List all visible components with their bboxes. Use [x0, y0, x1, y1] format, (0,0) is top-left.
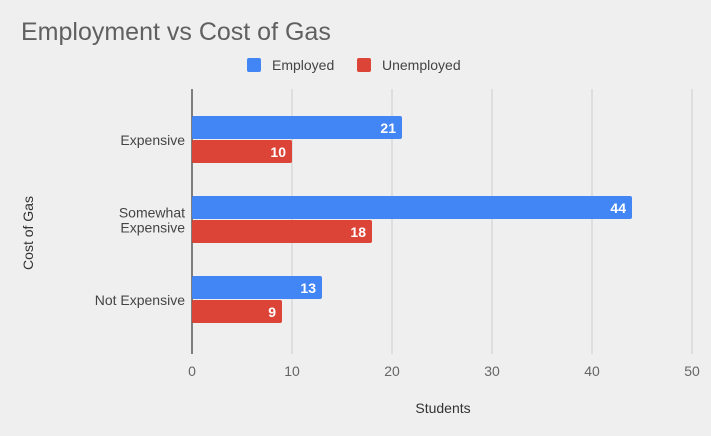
y-axis-title: Cost of Gas — [20, 196, 36, 270]
legend-label: Unemployed — [382, 57, 461, 73]
bar-employed — [192, 196, 632, 219]
legend-label: Employed — [272, 57, 334, 73]
category-label: Not Expensive — [95, 292, 185, 308]
bar-data-label: 21 — [380, 120, 396, 136]
x-tick-label: 0 — [188, 363, 196, 379]
chart-title: Employment vs Cost of Gas — [21, 18, 331, 46]
bar-unemployed — [192, 220, 372, 243]
legend-swatch — [247, 58, 261, 72]
bar-data-label: 13 — [300, 280, 316, 296]
legend-swatch — [357, 58, 371, 72]
tick-labels: 0 10 20 30 40 50 — [188, 363, 700, 379]
bars: 21 44 13 10 18 9 — [192, 116, 632, 323]
legend-item-employed[interactable]: Employed — [247, 57, 334, 73]
legend-item-unemployed[interactable]: Unemployed — [357, 57, 461, 73]
bar-data-label: 44 — [610, 200, 626, 216]
bar-unemployed — [192, 300, 282, 323]
x-axis-title: Students — [415, 400, 470, 416]
category-label: Expensive — [120, 132, 185, 148]
bar-data-label: 18 — [350, 224, 366, 240]
bar-data-label: 9 — [268, 304, 276, 320]
x-tick-label: 10 — [284, 363, 300, 379]
bar-employed — [192, 276, 322, 299]
bar-employed — [192, 116, 402, 139]
legend: Employed Unemployed — [247, 57, 461, 73]
x-tick-label: 20 — [384, 363, 400, 379]
bar-data-label: 10 — [270, 144, 286, 160]
x-tick-label: 50 — [684, 363, 700, 379]
category-label: Somewhat Expensive — [119, 205, 185, 236]
bar-unemployed — [192, 140, 292, 163]
x-tick-label: 30 — [484, 363, 500, 379]
x-tick-label: 40 — [584, 363, 600, 379]
category-labels: Expensive Somewhat Expensive Not Expensive — [95, 132, 185, 308]
